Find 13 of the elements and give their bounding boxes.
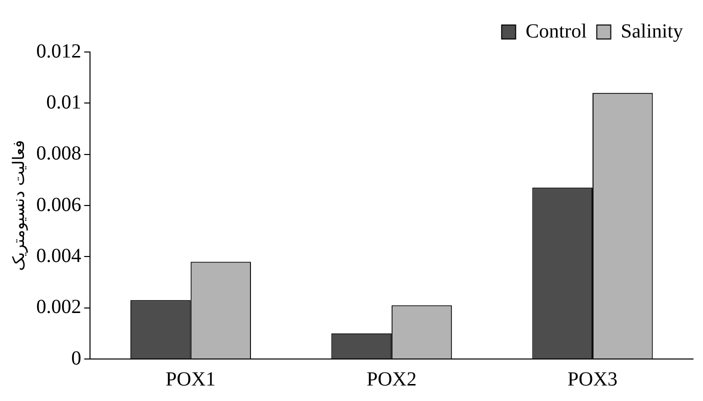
y-axis-title: فعالیت دنسیومتریک (8, 140, 28, 271)
y-tick-label: 0.012 (36, 40, 82, 62)
y-tick-label: 0.002 (36, 296, 82, 318)
legend-label: Salinity (620, 20, 684, 42)
y-tick-label: 0.008 (36, 142, 82, 165)
legend-label: Control (526, 20, 588, 42)
x-tick-label: POX2 (366, 368, 417, 390)
y-tick-label: 0 (71, 347, 82, 370)
y-tick-label: 0.006 (36, 194, 82, 216)
y-tick-label: 0.004 (36, 244, 82, 267)
x-tick-label: POX1 (166, 368, 216, 390)
y-tick-label: 0.01 (46, 91, 82, 114)
x-tick-label: POX3 (568, 368, 618, 390)
